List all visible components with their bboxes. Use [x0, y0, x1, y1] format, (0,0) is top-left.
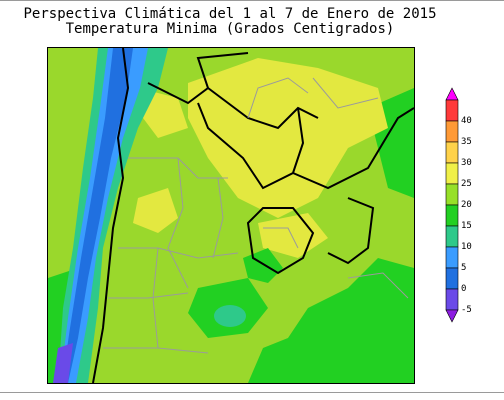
zone-warm-north: [188, 58, 388, 218]
zone-warm-east: [258, 213, 328, 258]
legend-swatch: [445, 267, 459, 290]
legend-swatch: [445, 288, 459, 311]
legend-arrow-bottom: [445, 309, 459, 323]
legend-tick-label: 40: [461, 116, 472, 126]
province-border: [108, 292, 189, 299]
legend-tick-label: 0: [461, 284, 467, 294]
province-border: [247, 77, 309, 119]
zone-cold-neg5: [53, 343, 73, 383]
temperature-map: [47, 47, 415, 384]
legend-swatch: [445, 225, 459, 248]
coast-brazil-south: [327, 197, 375, 265]
legend-tick-label: 35: [461, 137, 472, 147]
legend-swatch: [445, 183, 459, 206]
legend-swatch: [445, 99, 459, 122]
border-uruguay: [246, 207, 315, 275]
legend-swatch: [445, 204, 459, 227]
color-legend-bar: [445, 87, 459, 323]
zone-cold-pocket: [214, 305, 246, 327]
legend-tick-label: 30: [461, 158, 472, 168]
province-border: [118, 247, 239, 259]
province-border: [152, 247, 159, 349]
legend-tick-label: 10: [461, 242, 472, 252]
legend-tick-label: 15: [461, 221, 472, 231]
country-borders: [92, 48, 414, 383]
zone-warm-central: [133, 188, 178, 233]
legend-tick-label: 25: [461, 179, 472, 189]
legend-tick-label: 5: [461, 263, 467, 273]
province-border: [128, 157, 228, 179]
frame-line-bottom: [0, 392, 504, 393]
legend-swatch: [445, 246, 459, 269]
zone-cool-ocean-south: [248, 258, 414, 383]
province-border: [167, 157, 189, 289]
province-border: [212, 177, 224, 259]
province-border: [312, 77, 379, 109]
legend-swatch: [445, 162, 459, 185]
province-border: [347, 272, 409, 299]
map-title: Perspectiva Climática del 1 al 7 de Ener…: [23, 6, 437, 22]
province-border: [263, 227, 299, 249]
legend-arrow-top: [445, 87, 459, 101]
border-chile-argentina: [92, 48, 130, 383]
province-borders: [103, 77, 409, 354]
map-svg: [48, 48, 414, 383]
border-paraguay: [197, 102, 305, 190]
map-subtitle: Temperatura Minima (Grados Centigrados): [65, 21, 395, 37]
legend-swatch: [445, 120, 459, 143]
legend-tick-label: 20: [461, 200, 472, 210]
legend-tick-label: -5: [461, 305, 472, 315]
zone-cold-0: [62, 48, 133, 383]
border-brazil: [292, 107, 414, 190]
border-paraguay-north: [207, 87, 319, 130]
color-legend: [445, 87, 459, 358]
legend-swatch: [445, 141, 459, 164]
frame-line-top: [0, 0, 504, 1]
